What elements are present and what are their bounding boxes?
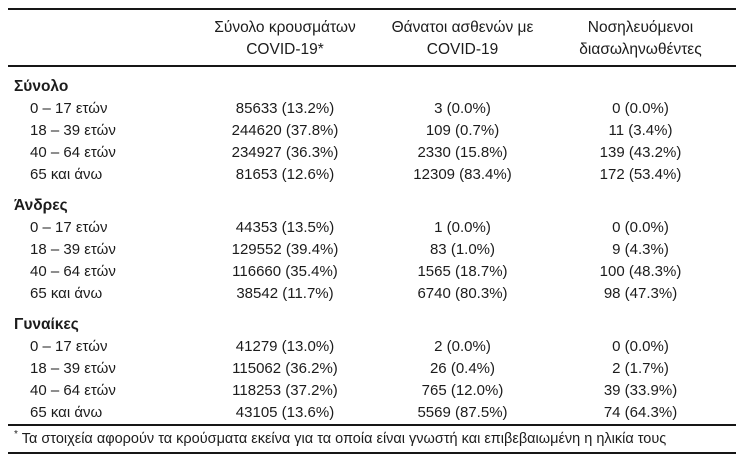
table-row: 0 – 17 ετών 44353 (13.5%) 1 (0.0%) 0 (0.… (8, 217, 736, 239)
cell-intubated: 100 (48.3%) (599, 263, 682, 280)
section-header-label: Γυναίκες (14, 316, 79, 333)
table-row: 18 – 39 ετών 244620 (37.8%) 109 (0.7%) 1… (8, 120, 736, 142)
cell-cases: 41279 (13.0%) (235, 338, 335, 355)
table-row: 18 – 39 ετών 115062 (36.2%) 26 (0.4%) 2 … (8, 358, 736, 380)
cell-cases: 43105 (13.6%) (235, 404, 335, 421)
cell-intubated: 172 (53.4%) (599, 166, 682, 183)
cell-age-group: 65 και άνω (30, 404, 103, 421)
header-row: Σύνολο κρουσμάτων COVID-19* Θάνατοι ασθε… (8, 9, 736, 67)
cell-deaths: 2 (0.0%) (434, 338, 491, 355)
cell-age-group: 40 – 64 ετών (30, 144, 116, 161)
cell-deaths: 2330 (15.8%) (417, 144, 508, 161)
cell-cases: 116660 (35.4%) (232, 263, 338, 280)
section-header-label: Άνδρες (14, 197, 68, 214)
column-header-deaths-line1: Θάνατοι ασθενών με (391, 19, 534, 36)
cell-age-group: 18 – 39 ετών (30, 360, 116, 377)
cell-intubated: 2 (1.7%) (612, 360, 669, 377)
cell-deaths: 5569 (87.5%) (417, 404, 508, 421)
table-row: 65 και άνω 43105 (13.6%) 5569 (87.5%) 74… (8, 402, 736, 424)
table-row: 40 – 64 ετών 234927 (36.3%) 2330 (15.8%)… (8, 142, 736, 164)
cell-deaths: 109 (0.7%) (425, 122, 500, 139)
cell-age-group: 40 – 64 ετών (30, 263, 116, 280)
cell-deaths: 83 (1.0%) (429, 241, 496, 258)
cell-age-group: 18 – 39 ετών (30, 241, 116, 258)
cell-intubated: 0 (0.0%) (612, 338, 669, 355)
column-header-deaths-line2: COVID-19 (426, 41, 499, 58)
cell-cases: 85633 (13.2%) (235, 100, 335, 117)
cell-cases: 129552 (39.4%) (231, 241, 339, 258)
column-header-cases: Σύνολο κρουσμάτων COVID-19* (190, 9, 380, 67)
cell-age-group: 0 – 17 ετών (30, 338, 108, 355)
footnote-text: Τα στοιχεία αφορούν τα κρούσματα εκείνα … (21, 431, 667, 447)
table-row: 65 και άνω 81653 (12.6%) 12309 (83.4%) 1… (8, 164, 736, 186)
cell-deaths: 3 (0.0%) (434, 100, 491, 117)
table-row: 0 – 17 ετών 85633 (13.2%) 3 (0.0%) 0 (0.… (8, 98, 736, 120)
column-header-deaths: Θάνατοι ασθενών με COVID-19 (380, 9, 545, 67)
cell-age-group: 0 – 17 ετών (30, 100, 108, 117)
cell-intubated: 11 (3.4%) (608, 122, 673, 139)
cell-deaths: 1565 (18.7%) (417, 263, 508, 280)
column-header-empty (8, 9, 190, 67)
column-header-intubated: Νοσηλευόμενοι διασωληνωθέντες (545, 9, 736, 67)
section-header-women: Γυναίκες (8, 305, 736, 336)
cell-age-group: 40 – 64 ετών (30, 382, 116, 399)
cell-intubated: 0 (0.0%) (612, 100, 669, 117)
section-header-label: Σύνολο (14, 78, 69, 95)
cell-age-group: 0 – 17 ετών (30, 219, 108, 236)
covid-age-table: Σύνολο κρουσμάτων COVID-19* Θάνατοι ασθε… (8, 8, 736, 424)
cell-cases: 234927 (36.3%) (231, 144, 339, 161)
section-header-total: Σύνολο (8, 66, 736, 98)
cell-age-group: 65 και άνω (30, 166, 103, 183)
cell-intubated: 98 (47.3%) (603, 285, 678, 302)
column-header-intubated-line2: διασωληνωθέντες (579, 41, 702, 58)
column-header-intubated-line1: Νοσηλευόμενοι (587, 19, 694, 36)
cell-cases: 38542 (11.7%) (236, 285, 334, 302)
cell-deaths: 765 (12.0%) (421, 382, 504, 399)
section-header-men: Άνδρες (8, 186, 736, 217)
cell-age-group: 65 και άνω (30, 285, 103, 302)
column-header-cases-line2: COVID-19* (246, 41, 324, 58)
cell-age-group: 18 – 39 ετών (30, 122, 116, 139)
table-row: 65 και άνω 38542 (11.7%) 6740 (80.3%) 98… (8, 283, 736, 305)
cell-cases: 118253 (37.2%) (232, 382, 338, 399)
table-row: 40 – 64 ετών 116660 (35.4%) 1565 (18.7%)… (8, 261, 736, 283)
table-row: 0 – 17 ετών 41279 (13.0%) 2 (0.0%) 0 (0.… (8, 336, 736, 358)
table-row: 40 – 64 ετών 118253 (37.2%) 765 (12.0%) … (8, 380, 736, 402)
cell-intubated: 74 (64.3%) (603, 404, 678, 421)
cell-intubated: 0 (0.0%) (612, 219, 669, 236)
table-row: 18 – 39 ετών 129552 (39.4%) 83 (1.0%) 9 … (8, 239, 736, 261)
table-body: Σύνολο 0 – 17 ετών 85633 (13.2%) 3 (0.0%… (8, 66, 736, 424)
column-header-cases-line1: Σύνολο κρουσμάτων (214, 19, 356, 36)
cell-cases: 244620 (37.8%) (231, 122, 339, 139)
cell-deaths: 12309 (83.4%) (413, 166, 512, 183)
cell-cases: 44353 (13.5%) (235, 219, 335, 236)
footnote: * Τα στοιχεία αφορούν τα κρούσματα εκείν… (8, 424, 736, 454)
cell-cases: 81653 (12.6%) (235, 166, 335, 183)
cell-intubated: 39 (33.9%) (603, 382, 678, 399)
cell-cases: 115062 (36.2%) (232, 360, 338, 377)
cell-intubated: 9 (4.3%) (612, 241, 669, 258)
cell-deaths: 26 (0.4%) (429, 360, 496, 377)
cell-deaths: 6740 (80.3%) (417, 285, 508, 302)
table-header: Σύνολο κρουσμάτων COVID-19* Θάνατοι ασθε… (8, 9, 736, 67)
footnote-asterisk: * (14, 429, 18, 441)
cell-deaths: 1 (0.0%) (434, 219, 491, 236)
cell-intubated: 139 (43.2%) (599, 144, 682, 161)
